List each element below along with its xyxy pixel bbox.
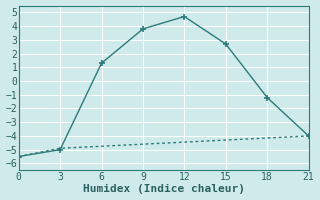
X-axis label: Humidex (Indice chaleur): Humidex (Indice chaleur) xyxy=(83,184,244,194)
